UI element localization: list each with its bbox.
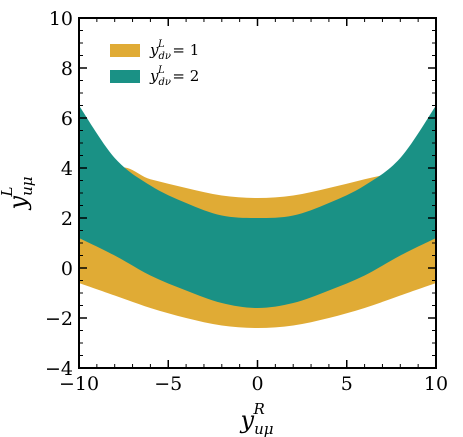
x-tick-label: −10 xyxy=(59,373,99,395)
legend-swatch-2 xyxy=(110,70,140,83)
legend-swatch-1 xyxy=(110,44,140,57)
y-tick-label: 2 xyxy=(61,208,73,230)
y-tick-label: 6 xyxy=(61,108,73,130)
legend-label-rhs: = 1 xyxy=(168,41,200,59)
y-tick-label: 0 xyxy=(61,258,73,280)
y-axis-label: yuμL xyxy=(0,177,36,211)
legend-label-sub: dν xyxy=(158,51,170,62)
y-tick-label: −2 xyxy=(45,308,73,330)
x-tick-label: 5 xyxy=(341,373,353,395)
x-tick-label: 0 xyxy=(251,373,263,395)
legend-label-rhs: = 2 xyxy=(168,67,200,85)
band-2 xyxy=(79,105,436,308)
y-tick-label: 10 xyxy=(49,8,73,30)
y-axis-label-sub: uμ xyxy=(18,177,36,196)
legend-label-1: ydνL = 1 xyxy=(149,39,199,62)
legend-label-sup: L xyxy=(157,65,165,76)
x-tick-label: −5 xyxy=(154,373,182,395)
legend-label-2: ydνL = 2 xyxy=(149,65,199,88)
ticks-layer: −10 −5 0 5 10 −4 −2 0 2 4 6 8 10 xyxy=(45,8,448,395)
x-axis-label: yuμ R xyxy=(240,400,274,437)
bands-layer xyxy=(79,105,436,328)
x-axis-label-sup: R xyxy=(252,400,264,418)
x-tick-label: 10 xyxy=(424,373,448,395)
x-axis-label-base: y xyxy=(240,406,255,434)
y-axis-label-base: y xyxy=(4,195,32,210)
y-axis-label-sup: L xyxy=(0,187,16,198)
x-axis-label-sub: uμ xyxy=(254,420,273,437)
y-tick-label: 4 xyxy=(61,158,73,180)
y-tick-label: −4 xyxy=(45,358,73,380)
y-tick-label: 8 xyxy=(61,58,73,80)
legend-label-base: y xyxy=(149,67,159,85)
legend-label-sub: dν xyxy=(158,77,170,88)
legend-label-base: y xyxy=(149,41,159,59)
legend-label-sup: L xyxy=(157,39,165,50)
